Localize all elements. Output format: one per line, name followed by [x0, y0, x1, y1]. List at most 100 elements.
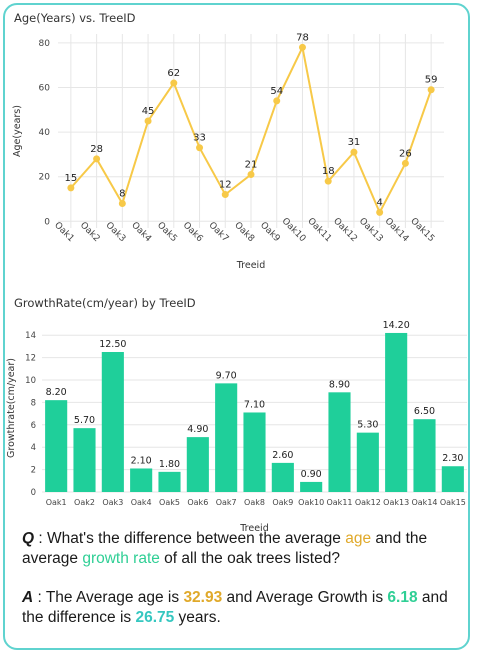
age-x-tick-label: Oak8	[232, 220, 256, 244]
age-data-label: 45	[142, 106, 155, 117]
growth-bar	[243, 412, 266, 492]
growth-y-tick-label: 12	[25, 354, 36, 364]
age-data-label: 62	[167, 68, 180, 79]
answer-difference-value: 26.75	[135, 609, 175, 626]
age-data-point	[298, 43, 306, 51]
age-data-point	[196, 144, 204, 152]
growth-x-tick-label: Oak4	[131, 498, 152, 507]
age-data-label: 12	[219, 180, 232, 191]
age-data-point	[350, 148, 358, 156]
age-x-tick-label: Oak1	[52, 220, 76, 244]
growth-y-tick-label: 4	[31, 443, 36, 453]
growth-data-label: 8.90	[329, 379, 350, 390]
growth-x-tick-label: Oak5	[159, 498, 180, 507]
age-y-tick-label: 40	[39, 128, 51, 138]
age-data-label: 33	[193, 133, 206, 144]
growth-data-label: 5.30	[357, 420, 378, 431]
age-data-label: 28	[90, 144, 103, 155]
growth-x-tick-label: Oak1	[46, 498, 67, 507]
growth-bar	[130, 468, 153, 492]
growth-data-label: 8.20	[46, 387, 67, 398]
growth-data-label: 6.50	[414, 406, 435, 417]
growth-x-axis-title: Treeid	[239, 523, 268, 534]
age-data-point	[376, 208, 384, 216]
growth-bar	[45, 400, 68, 492]
growth-data-label: 2.10	[131, 455, 152, 466]
question-mark-label: Q	[22, 530, 35, 547]
answer-part-1: The Average age is	[45, 589, 184, 606]
growth-x-tick-label: Oak12	[355, 498, 381, 507]
question-age-term: age	[345, 530, 372, 547]
age-x-tick-label: Oak14	[383, 216, 411, 244]
age-data-point	[273, 97, 281, 105]
age-data-point	[170, 79, 178, 87]
growth-x-tick-label: Oak2	[74, 498, 95, 507]
question-separator: :	[34, 530, 47, 547]
age-x-tick-label: Oak2	[78, 220, 102, 244]
growth-bar	[441, 466, 464, 492]
age-y-tick-label: 20	[39, 173, 51, 183]
answer-part-4: years.	[174, 609, 221, 626]
answer-separator: :	[33, 589, 46, 606]
age-data-point	[427, 86, 435, 94]
age-data-label: 21	[245, 159, 258, 170]
age-data-label: 15	[64, 173, 77, 184]
growth-x-tick-label: Oak7	[216, 498, 237, 507]
growth-data-label: 5.70	[74, 415, 95, 426]
growth-data-label: 0.90	[301, 469, 322, 480]
age-x-tick-label: Oak6	[181, 220, 205, 244]
growth-x-tick-label: Oak9	[272, 498, 293, 507]
age-x-tick-label: Oak11	[305, 216, 333, 244]
age-data-label: 78	[296, 32, 309, 43]
age-x-tick-label: Oak5	[155, 220, 179, 244]
growth-bar	[101, 352, 124, 492]
growth-y-tick-label: 8	[31, 398, 36, 408]
age-y-tick-label: 80	[39, 39, 51, 49]
growth-bar-chart: 0 2 4 6 8 10 12 14 8.20 Oak1 5.70 Oak2 12.50 Oak3 2.10…	[6, 320, 467, 534]
growth-bar	[271, 462, 294, 492]
growth-bar	[73, 428, 96, 492]
age-y-tick-label: 0	[44, 217, 50, 227]
answer-age-value: 32.93	[183, 589, 223, 606]
answer-mark-label: A	[22, 589, 34, 606]
growth-y-tick-label: 0	[31, 488, 36, 498]
growth-bar	[158, 471, 181, 492]
age-data-label: 54	[270, 86, 283, 97]
age-x-tick-label: Oak15	[408, 216, 436, 244]
growth-data-label: 7.10	[244, 399, 265, 410]
age-data-point	[67, 184, 75, 192]
age-x-axis-title: Treeid	[236, 260, 265, 271]
growth-data-label: 12.50	[99, 339, 126, 350]
growth-y-tick-label: 6	[31, 421, 36, 431]
age-x-tick-label: Oak4	[129, 220, 153, 244]
growth-data-label: 4.90	[187, 424, 208, 435]
age-data-point	[247, 170, 255, 178]
age-data-label: 18	[322, 166, 335, 177]
growth-x-tick-label: Oak3	[102, 498, 123, 507]
age-data-label: 59	[425, 75, 438, 86]
question-part-3: of all the oak trees listed?	[159, 550, 340, 567]
question-part-2: and the average	[22, 530, 428, 567]
growth-x-tick-label: Oak13	[383, 498, 409, 507]
age-x-tick-label: Oak12	[331, 216, 359, 244]
age-data-label: 4	[376, 197, 382, 208]
age-data-point	[93, 155, 101, 163]
growth-data-label: 2.30	[442, 453, 463, 464]
growth-x-tick-label: Oak8	[244, 498, 265, 507]
age-y-tick-label: 60	[39, 84, 51, 94]
growth-y-axis-title: Growthrate(cm/year)	[6, 358, 17, 458]
growth-x-tick-label: Oak10	[298, 498, 324, 507]
age-x-tick-label: Oak9	[258, 220, 282, 244]
age-data-label: 8	[119, 188, 125, 199]
age-data-point	[118, 199, 126, 207]
age-data-label: 26	[399, 148, 412, 159]
answer-growth-value: 6.18	[387, 589, 418, 606]
question-text: Q : What's the difference between the av…	[22, 529, 462, 569]
age-data-point	[221, 191, 229, 199]
growth-bar	[356, 432, 379, 492]
growth-data-label: 2.60	[272, 450, 293, 461]
question-growth-term: growth rate	[82, 550, 160, 567]
question-part-1: What's the difference between the averag…	[46, 530, 346, 547]
growth-y-tick-label: 2	[31, 466, 36, 476]
